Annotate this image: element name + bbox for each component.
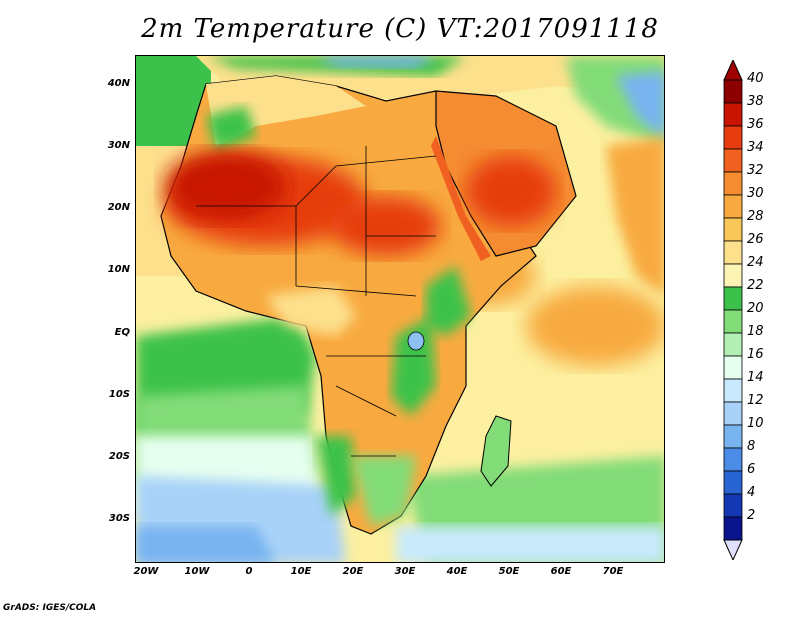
indian-ocean-warm-pool [526, 286, 664, 366]
colorbar-segment [723, 240, 743, 265]
colorbar-label: 32 [747, 163, 764, 178]
colorbar-segment [723, 125, 743, 150]
lat-label-20s: 20S [108, 451, 130, 462]
sudan-hot [331, 196, 441, 256]
colorbar-label: 2 [747, 508, 756, 523]
south-africa [351, 456, 416, 526]
lat-label-10s: 10S [108, 389, 130, 400]
colorbar-segment [723, 263, 743, 288]
colorbar-segment [723, 309, 743, 334]
map-canvas [136, 56, 664, 562]
lon-label-20w: 20W [133, 566, 159, 577]
alps-cool [316, 56, 436, 68]
colorbar-label: 24 [747, 255, 764, 270]
colorbar-label: 16 [747, 347, 764, 362]
ethiopian-highlands [426, 266, 471, 336]
colorbar-label: 10 [747, 416, 764, 431]
east-african-rift [391, 316, 436, 416]
temperature-map [135, 55, 665, 563]
colorbar-label: 6 [747, 462, 756, 477]
colorbar-segment [723, 493, 743, 518]
colorbar-segment [723, 447, 743, 472]
chart-title: 2m Temperature (C) VT:2017091118 [141, 14, 659, 44]
namibia-green [316, 436, 356, 516]
lon-label-40e: 40E [446, 566, 468, 577]
colorbar-segment [723, 286, 743, 311]
india [606, 136, 664, 295]
lon-label-10e: 10E [290, 566, 312, 577]
colorbar-segment [723, 194, 743, 219]
lat-label-20n: 20N [107, 202, 130, 213]
lat-label-30n: 30N [107, 140, 130, 151]
colorbar-label: 14 [747, 370, 764, 385]
colorbar-label: 20 [747, 301, 764, 316]
south-indian-blue [396, 526, 664, 562]
lat-label-10n: 10N [107, 264, 130, 275]
colorbar-segment [723, 171, 743, 196]
lat-label-30s: 30S [108, 513, 130, 524]
colorbar-label: 18 [747, 324, 764, 339]
colorbar-label: 26 [747, 232, 764, 247]
colorbar-segment [723, 516, 743, 541]
lon-label-0: 0 [245, 566, 253, 577]
lon-label-50e: 50E [498, 566, 520, 577]
lon-label-60e: 60E [550, 566, 572, 577]
red-sea [431, 136, 491, 261]
atlas-mountains [206, 106, 256, 151]
sahara-west-hottest [166, 151, 286, 221]
colorbar-segment [723, 102, 743, 127]
lat-label-40n: 40N [107, 78, 130, 89]
lon-label-30e: 30E [394, 566, 416, 577]
colorbar-segment [723, 355, 743, 380]
colorbar [723, 58, 743, 562]
colorbar-graphic [723, 58, 743, 562]
colorbar-label: 30 [747, 186, 764, 201]
lon-label-20e: 20E [342, 566, 364, 577]
colorbar-segment [723, 332, 743, 357]
iran-mountains [616, 71, 664, 140]
lon-label-70e: 70E [602, 566, 624, 577]
colorbar-label: 4 [747, 485, 756, 500]
colorbar-label: 22 [747, 278, 764, 293]
colorbar-label: 38 [747, 94, 764, 109]
colorbar-segment [723, 148, 743, 173]
colorbar-label: 40 [747, 71, 764, 86]
credit-text: GrADS: IGES/COLA [3, 603, 97, 613]
lat-label-eq: EQ [114, 327, 130, 338]
colorbar-top-arrow [723, 58, 743, 81]
sahel-band [266, 286, 356, 336]
colorbar-segment [723, 401, 743, 426]
colorbar-label: 12 [747, 393, 764, 408]
colorbar-bottom-arrow [723, 539, 743, 562]
madagascar [480, 415, 512, 487]
arabia-hot [466, 156, 556, 226]
colorbar-label: 36 [747, 117, 764, 132]
lake-victoria [407, 331, 425, 351]
colorbar-segment [723, 217, 743, 242]
colorbar-segment [723, 378, 743, 403]
lon-label-10w: 10W [184, 566, 210, 577]
colorbar-label: 8 [747, 439, 756, 454]
colorbar-label: 34 [747, 140, 764, 155]
far-south-atlantic [136, 526, 275, 562]
country-borders [196, 146, 437, 457]
colorbar-segment [723, 470, 743, 495]
colorbar-segment [723, 424, 743, 449]
colorbar-segment [723, 79, 743, 104]
colorbar-label: 28 [747, 209, 764, 224]
